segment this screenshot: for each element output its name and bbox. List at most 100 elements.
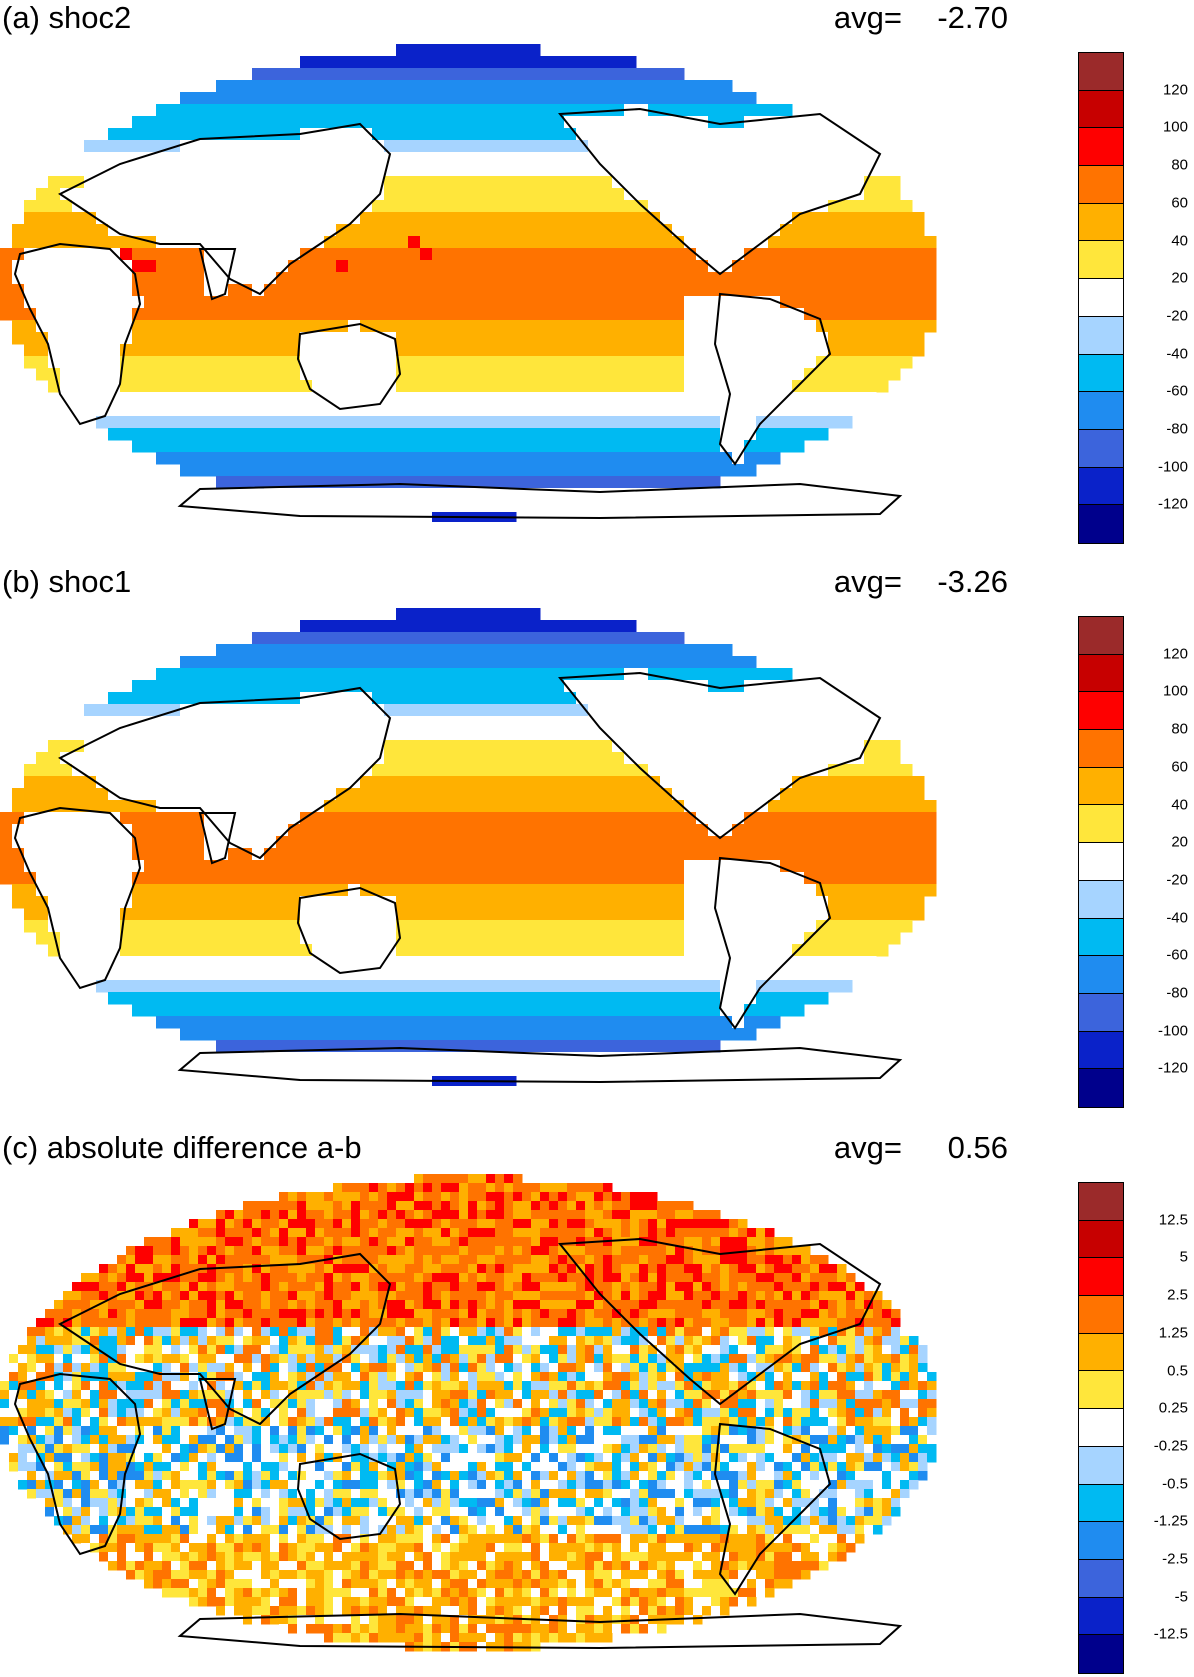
colorbar-segment xyxy=(1079,730,1123,768)
coastline xyxy=(13,242,142,426)
panel-average: avg= -3.26 xyxy=(834,564,1008,600)
colorbar-segment xyxy=(1079,654,1123,693)
colorbar-tick-label: 100 xyxy=(1162,118,1188,136)
colorbar-tick-label: -80 xyxy=(1166,420,1188,438)
colorbar-segment xyxy=(1079,1559,1123,1598)
colorbar-tick-label: -120 xyxy=(1157,495,1188,513)
coastline xyxy=(558,107,882,276)
colorbar-segment xyxy=(1079,1183,1123,1221)
colorbar-tick-label: -20 xyxy=(1166,307,1188,325)
colorbar-segment xyxy=(1079,203,1123,242)
colorbar-segment xyxy=(1079,617,1123,655)
panel-b: (b) shoc1 avg= -3.26 120 100 80 60 40 20 -20 -40… xyxy=(0,564,1194,1109)
colorbar-segment xyxy=(1079,1220,1123,1259)
colorbar-tick-label: 60 xyxy=(1171,758,1188,776)
data-grid xyxy=(0,608,937,1086)
colorbar-segment xyxy=(1079,354,1123,393)
panel-title: (c) absolute difference a-b xyxy=(2,1130,362,1165)
coastline xyxy=(198,812,237,865)
colorbar xyxy=(1078,616,1124,1109)
colorbar-segment xyxy=(1079,918,1123,957)
colorbar-segment xyxy=(1079,505,1123,543)
world-map xyxy=(0,1174,937,1652)
colorbar-segment xyxy=(1079,767,1123,806)
coastline xyxy=(296,322,402,411)
colorbar-segment xyxy=(1079,90,1123,129)
colorbar-tick-label: -1.25 xyxy=(1153,1512,1188,1530)
colorbar-tick-label: 40 xyxy=(1171,232,1188,249)
colorbar-tick-label: 80 xyxy=(1171,720,1188,738)
colorbar xyxy=(1078,1182,1124,1675)
colorbar-tick-label: 60 xyxy=(1171,194,1188,212)
colorbar-tick-label: 120 xyxy=(1162,81,1188,99)
panel-title: (b) shoc1 xyxy=(2,564,132,599)
colorbar-segment xyxy=(1079,880,1123,919)
colorbar-tick-label: -120 xyxy=(1157,1059,1188,1077)
colorbar-tick-label: 1.25 xyxy=(1158,1324,1188,1342)
colorbar-segment xyxy=(1079,1258,1123,1297)
colorbar-tick-label: 100 xyxy=(1162,682,1188,700)
colorbar-segment xyxy=(1079,1597,1123,1636)
colorbar-segment xyxy=(1079,1409,1123,1447)
colorbar-segment xyxy=(1079,467,1123,506)
colorbar-tick-label: -0.5 xyxy=(1162,1475,1188,1493)
colorbar-tick-label: -60 xyxy=(1166,382,1188,400)
colorbar-segment xyxy=(1079,429,1123,468)
colorbar xyxy=(1078,52,1124,545)
colorbar-segment xyxy=(1079,1333,1123,1372)
colorbar-tick-label: 20 xyxy=(1171,269,1188,287)
colorbar-tick-label: -5 xyxy=(1174,1588,1188,1606)
coastlines xyxy=(13,1237,903,1650)
avg-value: -3.26 xyxy=(937,564,1008,599)
colorbar-segment xyxy=(1079,279,1123,317)
coastline xyxy=(58,1252,392,1426)
colorbar-tick-label: -12.5 xyxy=(1153,1625,1188,1643)
colorbar-tick-label: -20 xyxy=(1166,871,1188,889)
colorbar-segment xyxy=(1079,993,1123,1032)
coastline xyxy=(198,248,237,301)
coastline xyxy=(198,1378,237,1431)
world-map xyxy=(0,44,937,522)
coastline xyxy=(177,1612,903,1650)
coastlines xyxy=(13,107,903,520)
coastline xyxy=(713,292,832,466)
colorbar-segment xyxy=(1079,1446,1123,1485)
avg-label: avg= xyxy=(833,1130,902,1165)
colorbar-segment xyxy=(1079,392,1123,430)
colorbar-segment xyxy=(1079,956,1123,994)
colorbar-tick-label: 120 xyxy=(1162,645,1188,663)
colorbar-tick-label: 40 xyxy=(1171,796,1188,813)
coastline xyxy=(296,886,402,975)
coastline xyxy=(13,806,142,990)
colorbar-segment xyxy=(1079,1296,1123,1334)
colorbar-segment xyxy=(1079,1635,1123,1673)
coastline xyxy=(713,1422,832,1596)
colorbar-segment xyxy=(1079,692,1123,731)
avg-label: avg= xyxy=(833,564,902,599)
coastline xyxy=(713,856,832,1030)
world-map xyxy=(0,608,937,1086)
colorbar-tick-label: -0.25 xyxy=(1153,1437,1188,1455)
colorbar-tick-label: -2.5 xyxy=(1162,1550,1188,1568)
colorbar-segment xyxy=(1079,316,1123,355)
colorbar-tick-label: -40 xyxy=(1166,909,1188,927)
panel-average: avg= 0.56 xyxy=(834,1130,1008,1166)
coastline xyxy=(177,1046,903,1084)
coastline xyxy=(558,671,882,840)
panel-average: avg= -2.70 xyxy=(834,0,1008,36)
panel-title: (a) shoc2 xyxy=(2,0,132,35)
coastline xyxy=(296,1452,402,1541)
panel-a: (a) shoc2 avg= -2.70 120 100 80 60 40 20 -20 -40… xyxy=(0,0,1194,545)
colorbar-tick-label: 20 xyxy=(1171,833,1188,851)
colorbar-tick-label: -100 xyxy=(1157,458,1188,476)
colorbar-tick-label: 5 xyxy=(1179,1248,1188,1266)
colorbar-tick-label: 80 xyxy=(1171,156,1188,174)
colorbar-tick-label: 12.5 xyxy=(1158,1211,1188,1229)
coastlines xyxy=(13,671,903,1084)
avg-label: avg= xyxy=(833,0,902,35)
data-grid xyxy=(0,1174,937,1652)
colorbar-segment xyxy=(1079,241,1123,280)
avg-value: -2.70 xyxy=(937,0,1008,35)
coastline xyxy=(13,1372,142,1556)
colorbar-segment xyxy=(1079,53,1123,91)
